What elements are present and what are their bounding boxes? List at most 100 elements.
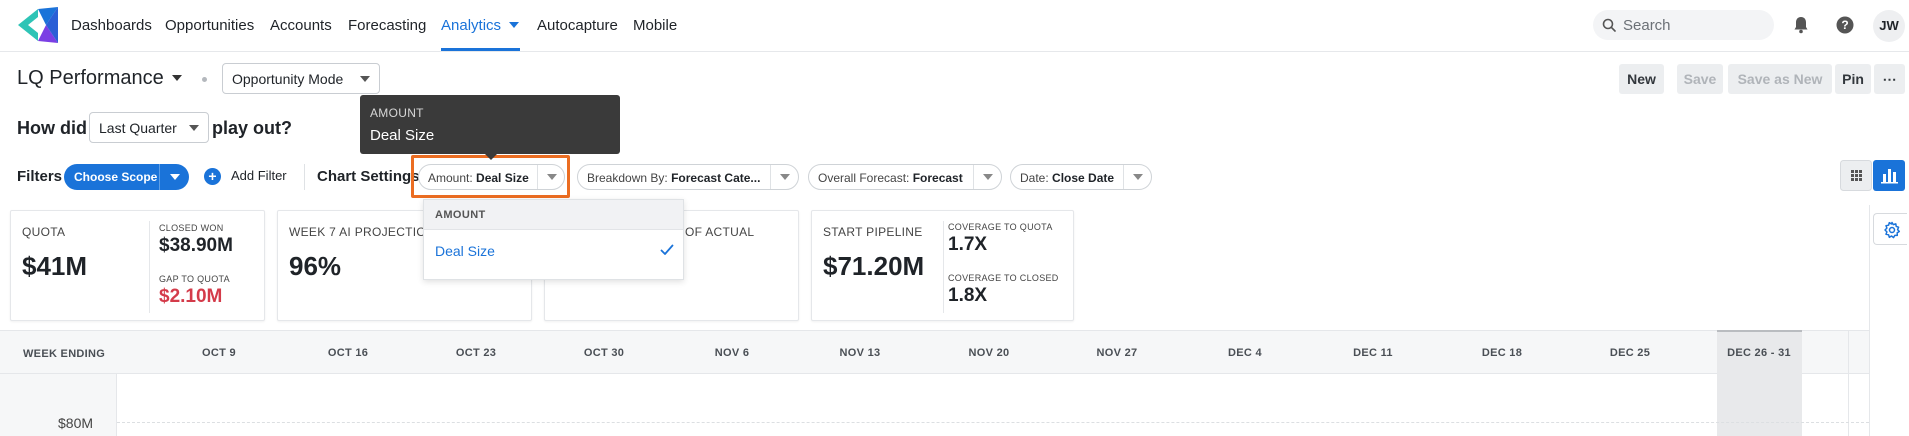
chip-value: Close Date [1052,171,1115,185]
page-title-text: LQ Performance [17,67,164,89]
closed-won-label: CLOSED WON [159,223,224,233]
projection-label: WEEK 7 AI PROJECTION [289,225,436,239]
mode-select[interactable]: Opportunity Mode [222,63,380,94]
more-options-button[interactable]: ⋯ [1874,64,1905,94]
mode-select-value: Opportunity Mode [232,71,344,87]
dropdown-header-label: AMOUNT [435,209,486,221]
week-label: DEC 26 - 31 [1727,347,1791,359]
nav-mobile[interactable]: Mobile [633,17,678,34]
chip-key: Date: [1020,171,1049,185]
week-label: NOV 13 [839,347,881,359]
save-button[interactable]: Save [1677,64,1723,94]
svg-text:?: ? [1841,18,1848,32]
nav-autocapture[interactable]: Autocapture [537,17,618,34]
nav-dashboards[interactable]: Dashboards [71,17,152,34]
grid-view-icon[interactable] [1840,160,1872,191]
highlight-box [411,155,570,198]
divider [537,165,538,189]
divider [973,165,974,189]
week-label: NOV 27 [1096,347,1138,359]
amount-chip-label: Amount: Deal Size [428,171,529,185]
week-label: OCT 16 [327,347,369,359]
amount-chip[interactable]: Amount: Deal Size [418,164,565,190]
chip-key: Overall Forecast: [818,171,910,185]
breakdown-chip[interactable]: Breakdown By: Forecast Cate... [577,164,799,190]
choose-scope-button[interactable]: Choose Scope [64,164,189,190]
y-axis-area [0,374,117,436]
help-icon[interactable]: ? [1834,14,1856,36]
search-icon [1602,18,1616,32]
nav-analytics[interactable]: Analytics [441,17,520,34]
period-select-value: Last Quarter [99,120,177,136]
coverage-to-quota-value: 1.7X [948,234,988,255]
week-label: NOV 20 [968,347,1010,359]
start-pipeline-value: $71.20M [823,251,925,281]
gridline [117,422,1869,423]
nav-opportunities[interactable]: Opportunities [165,17,255,34]
coverage-to-closed-label: COVERAGE TO CLOSED [948,273,1059,283]
chart-view-icon[interactable] [1873,160,1905,191]
overall-forecast-chip[interactable]: Overall Forecast: Forecast [808,164,1002,190]
chip-value: Deal Size [476,171,529,185]
chip-key: Breakdown By: [587,171,668,185]
tooltip-arrow [485,154,497,160]
add-filter-button[interactable]: Add Filter [231,168,287,183]
divider [770,165,771,189]
date-chip-label: Date: Close Date [1020,171,1114,185]
chevron-down-icon [360,76,370,82]
nav-analytics-label: Analytics [441,17,502,34]
divider [943,221,944,313]
gap-to-quota-label: GAP TO QUOTA [159,274,230,284]
period-select[interactable]: Last Quarter [89,112,209,143]
chevron-down-icon [189,125,199,131]
dropdown-option-deal-size[interactable]: Deal Size [435,243,495,259]
quota-label: QUOTA [22,225,66,239]
gap-to-quota-value: $2.10M [159,286,223,307]
separator-dot [202,77,207,82]
settings-button[interactable] [1873,213,1907,245]
new-button[interactable]: New [1619,64,1664,94]
actual-label: OF ACTUAL [685,225,755,239]
page-title[interactable]: LQ Performance [17,67,182,90]
question-suffix: play out? [212,118,292,138]
chip-value: Forecast Cate... [671,171,761,185]
chevron-down-icon [170,174,180,180]
week-label: DEC 4 [1228,347,1262,359]
week-label: NOV 6 [714,347,750,359]
timeline-header: WEEK ENDING [0,330,1869,374]
dropdown-header: AMOUNT [424,200,683,230]
question-prefix: How did [17,118,87,138]
plus-icon[interactable]: + [204,168,221,185]
search-box[interactable] [1593,10,1774,40]
choose-scope-label: Choose Scope [74,170,158,184]
chevron-down-icon [983,174,993,180]
nav-forecasting[interactable]: Forecasting [348,17,427,34]
divider [149,221,150,313]
save-as-new-button[interactable]: Save as New [1728,64,1832,94]
amount-dropdown: AMOUNT Deal Size [423,199,684,280]
week-label: OCT 9 [202,347,236,359]
date-chip[interactable]: Date: Close Date [1010,164,1152,190]
coverage-to-quota-label: COVERAGE TO QUOTA [948,222,1053,232]
divider [1848,330,1849,436]
pin-button[interactable]: Pin [1835,64,1871,94]
tooltip: AMOUNT Deal Size [360,95,620,160]
nav-accounts[interactable]: Accounts [270,17,332,34]
chevron-down-icon [509,22,520,28]
app-logo-icon[interactable] [16,5,60,45]
week-ending-label: WEEK ENDING [23,348,106,360]
chevron-down-icon [1133,174,1143,180]
week-label: DEC 18 [1481,347,1523,359]
bell-icon[interactable] [1790,14,1812,36]
avatar[interactable]: JW [1873,10,1905,42]
chip-key: Amount: [428,171,473,185]
active-week-column[interactable] [1717,330,1802,436]
active-tab-indicator [441,48,520,51]
gear-icon [1884,221,1901,239]
chart-settings-label: Chart Settings [317,168,420,185]
search-input[interactable] [1623,15,1763,35]
chevron-down-icon [780,174,790,180]
quota-card: QUOTA $41M CLOSED WON $38.90M GAP TO QUO… [10,210,265,321]
week-label: DEC 11 [1353,347,1393,359]
y-axis-tick: $80M [58,415,94,431]
